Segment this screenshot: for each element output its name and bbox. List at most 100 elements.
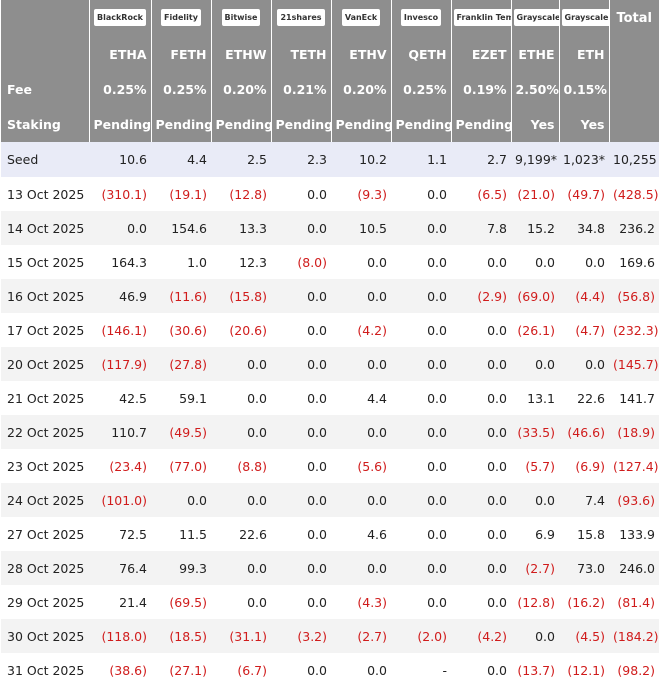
- flow-value: 4.4: [151, 142, 211, 177]
- flow-value: (30.6): [169, 322, 207, 338]
- flow-value: (38.6): [109, 662, 147, 678]
- flow-value: 0.0: [331, 551, 391, 585]
- flow-value: (12.8): [229, 186, 267, 202]
- flow-row: 21 Oct 2025 42.5 59.1 0.0 0.0 4.4 0.0 0.0 13.1 22…: [1, 381, 659, 415]
- flow-value: 0.0: [271, 415, 331, 449]
- flow-value: (6.7): [237, 662, 267, 678]
- total-value: 141.7: [619, 390, 655, 406]
- total-value: (18.9): [609, 415, 659, 449]
- flow-value: 0.0: [427, 254, 447, 270]
- ticker: ETH: [558, 37, 609, 71]
- ticker: ETHE: [510, 37, 559, 71]
- flow-row: 22 Oct 2025 110.7 (49.5) 0.0 0.0 0.0 0.0 0.0 (33…: [1, 415, 659, 449]
- flow-value: 0.0: [391, 483, 451, 517]
- flow-value: 72.5: [119, 526, 147, 542]
- staking-value: Pending: [390, 107, 451, 142]
- issuer-logo: VanEck: [341, 8, 381, 26]
- flow-value: 0.0: [89, 211, 151, 245]
- ticker: ETHV: [330, 37, 391, 71]
- flow-value: (77.0): [169, 458, 207, 474]
- flow-value: 4.6: [367, 526, 387, 542]
- flow-value: (21.0): [517, 186, 555, 202]
- row-label: 17 Oct 2025: [7, 322, 85, 338]
- flow-value: 0.0: [391, 279, 451, 313]
- flow-row: 13 Oct 2025 (310.1) (19.1) (12.8) 0.0 (9.3) 0.…: [1, 177, 659, 211]
- flow-value: 0.0: [427, 186, 447, 202]
- issuer-logo: Grayscale: [561, 8, 609, 26]
- corner-cell: [1, 0, 89, 37]
- row-label: 14 Oct 2025: [1, 211, 89, 245]
- row-label: 20 Oct 2025: [1, 347, 89, 381]
- flow-value: (11.6): [151, 279, 211, 313]
- ticker: EZET: [450, 37, 511, 71]
- flow-value: (19.1): [169, 186, 207, 202]
- flow-value: 0.0: [307, 526, 327, 542]
- flow-value: 42.5: [119, 390, 147, 406]
- flow-value: 0.0: [451, 415, 511, 449]
- logo-cell: Grayscale: [510, 0, 559, 37]
- flow-value: 0.0: [391, 211, 451, 245]
- issuer-logo: Bitwise: [221, 8, 261, 26]
- flow-value: (69.0): [511, 279, 559, 313]
- flow-value: (12.1): [567, 662, 605, 678]
- flow-value: (118.0): [89, 619, 151, 653]
- flow-value: 164.3: [111, 254, 147, 270]
- flow-value: 0.0: [391, 415, 451, 449]
- logo-cell: BlackRock: [88, 0, 151, 37]
- flow-value: 12.3: [239, 254, 267, 270]
- row-label: 23 Oct 2025: [7, 458, 85, 474]
- flow-value: 0.0: [151, 483, 211, 517]
- flow-row: 24 Oct 2025 (101.0) 0.0 0.0 0.0 0.0 0.0 0.0 0.0 7…: [1, 483, 659, 517]
- flow-value: 0.0: [271, 211, 331, 245]
- total-header: Total: [608, 0, 659, 37]
- issuer-logo: Invesco: [400, 8, 442, 26]
- staking-label: Staking: [1, 107, 89, 142]
- flow-value: 0.0: [367, 254, 387, 270]
- flow-value: 1.0: [187, 254, 207, 270]
- flow-value: (6.5): [477, 186, 507, 202]
- flow-value: 10.5: [331, 211, 391, 245]
- flow-value: (2.7): [331, 619, 391, 653]
- ticker: ETHW: [210, 37, 271, 71]
- flow-value: 0.0: [307, 458, 327, 474]
- staking-value: Pending: [330, 107, 391, 142]
- flow-value: 2.3: [271, 142, 331, 177]
- fee-value: 0.15%: [558, 71, 609, 107]
- row-label: 28 Oct 2025: [1, 551, 89, 585]
- flow-value: (3.2): [271, 619, 331, 653]
- logo-row: BlackRock Fidelity Bitwise 21shares VanEck In…: [1, 0, 659, 37]
- flow-value: (4.2): [451, 619, 511, 653]
- flow-value: 22.6: [239, 526, 267, 542]
- total-value: (145.7): [609, 347, 659, 381]
- flow-value: (18.5): [151, 619, 211, 653]
- total-value: 236.2: [609, 211, 659, 245]
- flow-row: 29 Oct 2025 21.4 (69.5) 0.0 0.0 (4.3) 0.0 0.0 (1…: [1, 585, 659, 619]
- flow-value: 0.0: [535, 254, 555, 270]
- logo-cell: Grayscale: [558, 0, 609, 37]
- flow-row: 31 Oct 2025 (38.6) (27.1) (6.7) 0.0 0.0 - 0.0 (1…: [1, 653, 659, 687]
- flow-value: 59.1: [179, 390, 207, 406]
- ticker: ETHA: [88, 37, 151, 71]
- fee-value: 0.20%: [210, 71, 271, 107]
- flow-value: 0.0: [427, 594, 447, 610]
- flow-value: 0.0: [511, 619, 559, 653]
- ticker: QETH: [390, 37, 451, 71]
- flow-value: 0.0: [271, 483, 331, 517]
- flow-value: 1.1: [391, 142, 451, 177]
- flow-value: 0.0: [247, 390, 267, 406]
- total-value: 133.9: [619, 526, 655, 542]
- empty-cell: [608, 37, 659, 71]
- row-label: 30 Oct 2025: [1, 619, 89, 653]
- flow-value: (8.8): [237, 458, 267, 474]
- flow-value: 0.0: [427, 390, 447, 406]
- flow-value: 0.0: [487, 390, 507, 406]
- flow-value: 0.0: [271, 279, 331, 313]
- flow-value: (27.8): [151, 347, 211, 381]
- flow-value: 6.9: [535, 526, 555, 542]
- flow-value: 0.0: [307, 322, 327, 338]
- flow-value: 0.0: [487, 662, 507, 678]
- flow-value: 0.0: [487, 526, 507, 542]
- fee-value: 0.25%: [88, 71, 151, 107]
- flow-value: 99.3: [151, 551, 211, 585]
